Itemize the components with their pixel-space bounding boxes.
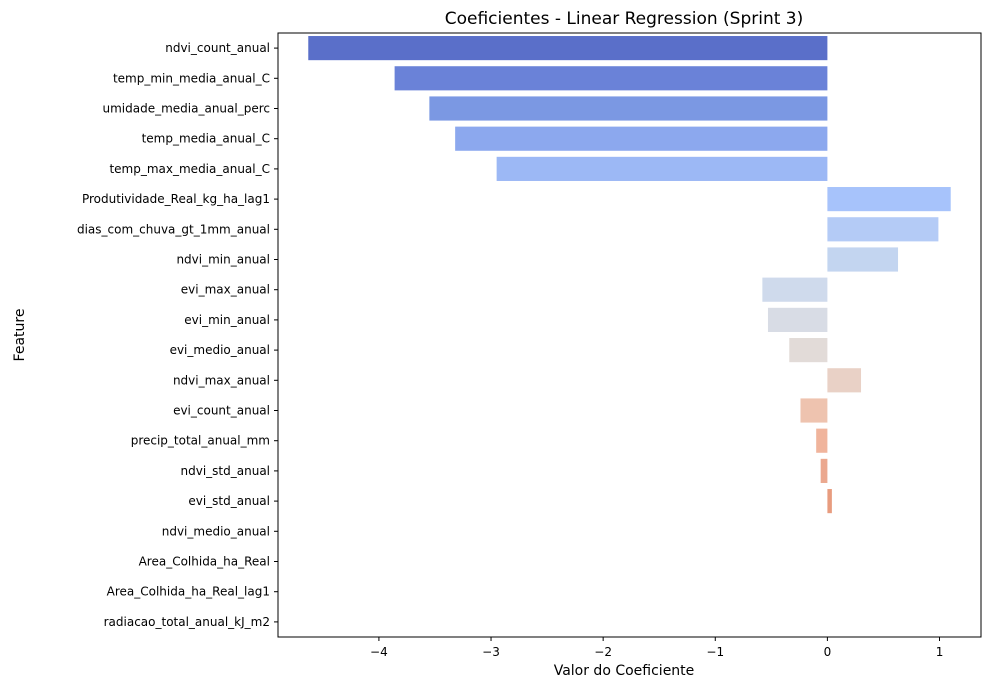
bar-ndvi_min_anual xyxy=(827,247,899,272)
bar-umidade_media_anual_perc xyxy=(429,96,828,121)
chart-title: Coeficientes - Linear Regression (Sprint… xyxy=(445,9,804,29)
x-tick-label: 1 xyxy=(936,645,944,659)
x-tick-label: −1 xyxy=(706,645,724,659)
y-axis-label: Feature xyxy=(12,309,28,362)
x-tick-label: 0 xyxy=(824,645,832,659)
x-tick-label: −3 xyxy=(482,645,500,659)
y-tick-label: ndvi_count_anual xyxy=(165,41,270,55)
y-tick-label: umidade_media_anual_perc xyxy=(103,102,271,116)
bar-evi_std_anual xyxy=(827,489,832,514)
plot-frame xyxy=(277,32,982,638)
y-tick-label: ndvi_std_anual xyxy=(181,464,270,478)
bar-evi_medio_anual xyxy=(789,338,828,363)
y-tick-label: temp_min_media_anual_C xyxy=(113,71,270,85)
bar-ndvi_max_anual xyxy=(827,368,862,393)
bar-Produtividade_Real_kg_ha_lag1 xyxy=(827,187,951,212)
y-tick-label: temp_max_media_anual_C xyxy=(109,162,270,176)
y-tick-label: ndvi_max_anual xyxy=(173,373,270,387)
y-tick-label: ndvi_min_anual xyxy=(176,253,270,267)
y-tick-label: evi_std_anual xyxy=(188,494,270,508)
bar-temp_media_anual_C xyxy=(455,126,828,151)
y-tick-label: Area_Colhida_ha_Real_lag1 xyxy=(107,585,270,599)
bar-precip_total_anual_mm xyxy=(816,428,828,453)
y-tick-label: evi_count_anual xyxy=(173,404,270,418)
x-tick-label: −2 xyxy=(594,645,612,659)
bar-temp_min_media_anual_C xyxy=(394,66,828,91)
bar-evi_max_anual xyxy=(762,277,828,302)
x-tick-label: −4 xyxy=(370,645,388,659)
y-tick-labels: ndvi_count_anual temp_min_media_anual_Cum… xyxy=(77,41,278,629)
y-tick-label: Area_Colhida_ha_Real xyxy=(139,555,270,569)
y-tick-label: temp_media_anual_C xyxy=(142,132,270,146)
y-tick-label: evi_medio_anual xyxy=(170,343,270,357)
bar-temp_max_media_anual_C xyxy=(496,156,828,181)
bar-evi_min_anual xyxy=(767,307,828,332)
bar-dias_com_chuva_gt_1mm_anual xyxy=(827,217,939,242)
y-tick-label: evi_max_anual xyxy=(181,283,270,297)
y-tick-label: Produtividade_Real_kg_ha_lag1 xyxy=(82,192,270,206)
y-tick-label: dias_com_chuva_gt_1mm_anual xyxy=(77,222,270,236)
y-tick-label: radiacao_total_anual_kJ_m2 xyxy=(104,615,270,629)
bar-evi_count_anual xyxy=(800,398,828,423)
y-tick-label: precip_total_anual_mm xyxy=(131,434,270,448)
y-tick-label: ndvi_medio_anual xyxy=(162,524,270,538)
bars-group xyxy=(308,36,951,514)
y-tick-label: evi_min_anual xyxy=(184,313,270,327)
x-ticks: −4 −3 −2 −1 0 1 xyxy=(370,637,943,659)
x-axis-label: Valor do Coeficiente xyxy=(554,663,695,679)
bar-ndvi_count_anual xyxy=(308,36,828,61)
bar-ndvi_std_anual xyxy=(820,458,828,483)
